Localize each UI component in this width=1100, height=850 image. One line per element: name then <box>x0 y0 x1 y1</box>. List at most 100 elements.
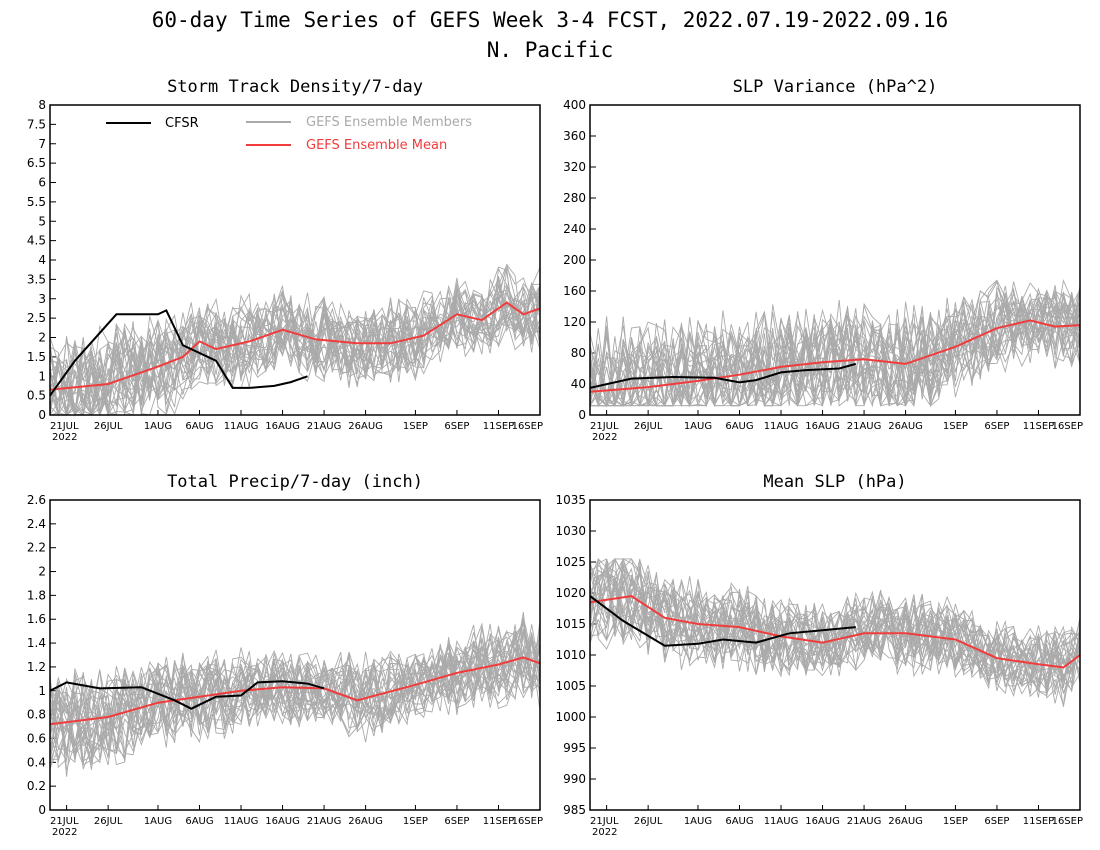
cfsr-series-line <box>589 595 856 647</box>
x-tick-label: 11AUG <box>224 816 259 827</box>
x-tick-label: 26AUG <box>888 421 923 432</box>
panel-total-precip: Total Precip/7-day (inch) 0 0.2 0.4 0.6 0.8 1… <box>27 472 543 838</box>
plot-area: 0 0.2 0.4 0.6 0.8 1 1.2 1.4 1.6 1.8 2 2.2 2.4 2.6 21JU… <box>27 493 543 838</box>
y-tick-label: 2.6 <box>27 493 46 507</box>
x-tick-label: 11SEP <box>483 421 514 432</box>
y-tick-label: 3 <box>38 292 46 306</box>
x-tick-label: 16AUG <box>805 816 840 827</box>
x-tick-label: 6AUG <box>185 816 213 827</box>
x-tick-label: 21AUG <box>847 421 882 432</box>
y-tick-label: 1.5 <box>27 350 46 364</box>
x-tick-label: 26JUL <box>634 421 663 432</box>
x-tick-label: 21AUG <box>847 816 882 827</box>
x-tick-label: 6SEP <box>984 816 1009 827</box>
legend: CFSR GEFS Ensemble Members GEFS Ensemble… <box>106 115 472 153</box>
x-year-label: 2022 <box>52 432 77 443</box>
plot-area: 0 40 80 120 160 200 240 280 320 360 400 21JUL 26JUL 1… <box>563 98 1083 443</box>
x-tick-label: 6SEP <box>444 816 469 827</box>
y-tick-label: 160 <box>563 284 586 298</box>
figure-subtitle: N. Pacific <box>487 38 613 62</box>
member-series-line <box>589 558 1081 692</box>
member-series-line <box>589 296 1081 408</box>
panel-storm-track-density: Storm Track Density/7-day 0 0.5 1 1.5 2 2.5 3 3… <box>27 77 543 443</box>
member-series-line <box>49 636 541 766</box>
y-tick-label: 1000 <box>555 710 586 724</box>
x-tick-label: 26JUL <box>94 816 123 827</box>
y-tick-label: 4 <box>38 253 46 267</box>
member-series-line <box>49 283 541 416</box>
y-tick-label: 0.6 <box>27 731 46 745</box>
plot-frame <box>49 499 541 811</box>
member-series-line <box>589 558 1081 679</box>
member-series-line <box>49 263 541 416</box>
y-tick-label: 0 <box>578 408 586 422</box>
x-tick-label: 1SEP <box>943 421 968 432</box>
x-tick-label: 21AUG <box>307 816 342 827</box>
ensemble-members <box>49 263 541 417</box>
y-tick-label: 5.5 <box>27 195 46 209</box>
x-tick-label: 26AUG <box>888 816 923 827</box>
x-tick-label: 26JUL <box>94 421 123 432</box>
y-tick-label: 1.8 <box>27 588 46 602</box>
mean-series-line <box>589 319 1081 393</box>
panel-title: SLP Variance (hPa^2) <box>733 77 938 97</box>
y-tick-label: 120 <box>563 315 586 329</box>
plot-area: 985 990 995 1000 1005 1010 1015 1020 1025 1030 103… <box>555 493 1083 838</box>
x-tick-label: 11AUG <box>764 816 799 827</box>
member-series-line <box>590 297 1081 407</box>
ensemble-members <box>49 612 541 777</box>
y-tick-label: 40 <box>571 377 586 391</box>
x-year-label: 2022 <box>52 827 77 838</box>
member-series-line <box>49 616 541 766</box>
x-tick-label: 16SEP <box>1052 421 1083 432</box>
x-tick-label: 6SEP <box>444 421 469 432</box>
cfsr-series-line <box>589 362 857 389</box>
y-tick-label: 200 <box>563 253 586 267</box>
y-tick-label: 8 <box>38 98 46 112</box>
x-tick-label: 6SEP <box>984 421 1009 432</box>
panel-title: Mean SLP (hPa) <box>763 472 906 492</box>
x-tick-label: 6AUG <box>725 816 753 827</box>
y-tick-label: 1 <box>38 369 46 383</box>
y-tick-label: 360 <box>563 129 586 143</box>
x-tick-label: 1SEP <box>403 421 428 432</box>
y-tick-label: 1025 <box>555 555 586 569</box>
x-tick-label: 16SEP <box>512 421 543 432</box>
member-series-line <box>49 281 541 416</box>
x-tick-label: 16AUG <box>265 816 300 827</box>
y-tick-label: 240 <box>563 222 586 236</box>
cfsr-series-line <box>49 680 325 710</box>
legend-label-cfsr: CFSR <box>165 116 199 131</box>
y-tick-label: 0.8 <box>27 708 46 722</box>
x-tick-label: 11SEP <box>1023 816 1054 827</box>
y-tick-label: 1005 <box>555 679 586 693</box>
plot-frame <box>589 499 1081 811</box>
y-tick-label: 6.5 <box>27 156 46 170</box>
y-tick-label: 3.5 <box>27 272 46 286</box>
member-series-line <box>589 569 1081 695</box>
x-tick-label: 11AUG <box>764 421 799 432</box>
x-tick-label: 1AUG <box>144 421 172 432</box>
member-series-line <box>49 626 541 766</box>
plot-frame <box>589 104 1081 416</box>
plot-frame <box>49 104 541 416</box>
x-tick-label: 26JUL <box>634 816 663 827</box>
x-tick-label: 11SEP <box>483 816 514 827</box>
member-series-line <box>589 294 1081 408</box>
x-tick-label: 16AUG <box>805 421 840 432</box>
member-series-line <box>589 558 1081 699</box>
x-tick-label: 21JUL <box>590 421 619 432</box>
panel-slp-variance: SLP Variance (hPa^2) 0 40 80 120 160 200 240 28… <box>563 77 1083 443</box>
y-tick-label: 985 <box>563 803 586 817</box>
mean-series-line <box>589 595 1081 669</box>
x-tick-label: 16SEP <box>512 816 543 827</box>
y-tick-label: 0 <box>38 803 46 817</box>
member-series-line <box>49 276 541 416</box>
plot-area: 0 0.5 1 1.5 2 2.5 3 3.5 4 4.5 5 5.5 6 6.5 7 7.5 8 21JUL 26… <box>27 98 543 443</box>
x-tick-label: 1AUG <box>144 816 172 827</box>
x-year-label: 2022 <box>592 432 617 443</box>
y-tick-label: 6 <box>38 176 46 190</box>
y-tick-label: 400 <box>563 98 586 112</box>
ensemble-members <box>589 557 1081 707</box>
